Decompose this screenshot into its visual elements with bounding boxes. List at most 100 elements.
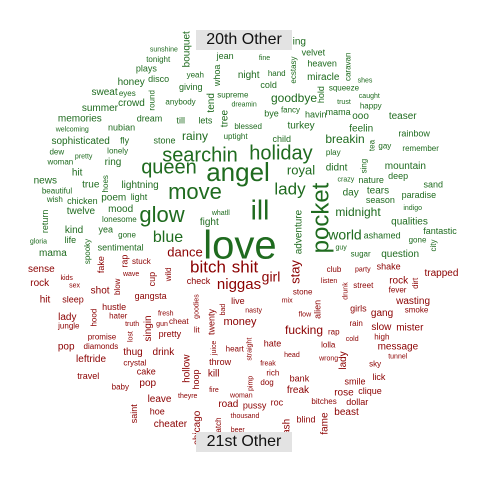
bottom-word: diamonds <box>84 342 119 351</box>
top-word: sophisticated <box>51 136 109 147</box>
top-word: uptight <box>224 132 249 141</box>
top-word: didnt <box>326 162 348 173</box>
top-word: move <box>168 179 222 204</box>
bottom-word: lit <box>194 326 201 335</box>
top-word: crazy <box>338 176 355 183</box>
bottom-word: tunnel <box>388 353 408 360</box>
top-word: yea <box>99 224 114 234</box>
bottom-word: juice <box>211 341 218 357</box>
top-word: ecstasy <box>289 56 298 83</box>
top-word: yeah <box>187 70 204 79</box>
bottom-word: stuck <box>132 257 152 266</box>
top-word: eyes <box>119 89 136 98</box>
bottom-word: fame <box>319 412 330 435</box>
bottom-word: message <box>378 341 419 352</box>
top-word: return <box>40 210 50 234</box>
top-word: adventure <box>293 209 304 254</box>
bottom-word: party <box>355 266 371 273</box>
bottom-word: lady <box>58 312 76 323</box>
bottom-word: wave <box>122 271 139 278</box>
bottom-word: niggas <box>217 276 261 293</box>
bottom-word: crystal <box>123 359 146 368</box>
bottom-word: hustle <box>102 302 126 312</box>
bottom-word: kids <box>60 275 73 282</box>
bottom-word: hollow <box>182 354 193 383</box>
top-word: poem <box>101 192 126 203</box>
bottom-word: promise <box>88 332 117 341</box>
bottom-word: lolla <box>321 340 336 349</box>
top-word: news <box>34 176 57 187</box>
top-word: mountain <box>385 161 426 172</box>
top-word: cold <box>260 80 277 90</box>
bottom-word: hate <box>264 338 282 348</box>
top-word: ooo <box>352 111 369 122</box>
top-word: question <box>381 249 419 260</box>
bottom-word: wasting <box>395 296 430 307</box>
top-word: bye <box>264 109 279 119</box>
bottom-word: mix <box>282 297 293 304</box>
top-word: fight <box>200 217 219 228</box>
bottom-word: gangsta <box>135 291 167 301</box>
top-word: day <box>343 187 359 198</box>
bottom-word: heart <box>226 344 245 353</box>
top-word: goodbye <box>271 91 317 105</box>
top-word: miracle <box>307 72 340 83</box>
top-word: world <box>327 227 361 243</box>
bottom-word: pop <box>139 378 156 389</box>
top-word: mood <box>108 204 133 215</box>
bottom-word: cheater <box>154 419 188 430</box>
bottom-word: woman <box>229 393 253 400</box>
top-word: tend <box>206 93 217 112</box>
bottom-word: throw <box>209 357 232 367</box>
top-word: breakin <box>325 132 364 146</box>
bottom-word: pop <box>58 342 75 353</box>
top-word: ill <box>251 194 270 225</box>
top-group-label: 20th Other <box>196 30 292 50</box>
top-word: lady <box>274 179 306 198</box>
top-word: indigo <box>403 205 422 212</box>
top-word: rainbow <box>398 129 430 139</box>
bottom-word: head <box>284 352 300 359</box>
bottom-word: blow <box>113 278 122 295</box>
top-word: blessed <box>234 122 262 131</box>
top-word: till <box>177 115 186 125</box>
top-word: memories <box>58 114 102 125</box>
bottom-word: fever <box>389 285 407 294</box>
bottom-word: leftride <box>76 354 106 365</box>
top-word: heaven <box>307 58 337 68</box>
bottom-word: beast <box>334 407 359 418</box>
top-word: fancy <box>281 106 300 115</box>
top-word: caravan <box>344 53 353 81</box>
bottom-word: roc <box>271 397 284 407</box>
bottom-word: thug <box>123 347 142 358</box>
bottom-word: lick <box>372 372 385 382</box>
bottom-word: dirt <box>411 277 420 289</box>
bottom-word: rock <box>389 276 409 287</box>
bottom-word: shit <box>232 257 259 276</box>
bottom-word: theyre <box>178 393 198 400</box>
bottom-word: truth <box>125 321 139 328</box>
bottom-word: cake <box>137 367 156 377</box>
top-word: squeeze <box>329 84 360 93</box>
top-word: tears <box>367 185 389 196</box>
top-word: havin <box>305 109 327 119</box>
top-word: stone <box>154 136 176 146</box>
bottom-word: watch <box>214 417 223 439</box>
top-word: true <box>82 180 100 191</box>
top-word: gloria <box>30 238 47 245</box>
bottom-word: twenty <box>207 309 217 336</box>
top-word: sweat <box>92 87 118 98</box>
bottom-word: freak <box>287 385 310 396</box>
top-word: lightning <box>121 180 158 191</box>
bottom-word: travel <box>77 371 99 381</box>
bottom-word: pimp <box>247 376 254 391</box>
bottom-word: rap <box>328 328 340 337</box>
top-word: gay <box>378 141 391 150</box>
top-word: glow <box>139 202 184 227</box>
top-word: twelve <box>67 206 96 217</box>
bottom-word: rap <box>119 255 129 268</box>
top-word: tea <box>368 139 377 151</box>
bottom-word: pretty <box>159 329 182 339</box>
bottom-word: cup <box>147 272 157 287</box>
bottom-word: stone <box>293 288 313 297</box>
